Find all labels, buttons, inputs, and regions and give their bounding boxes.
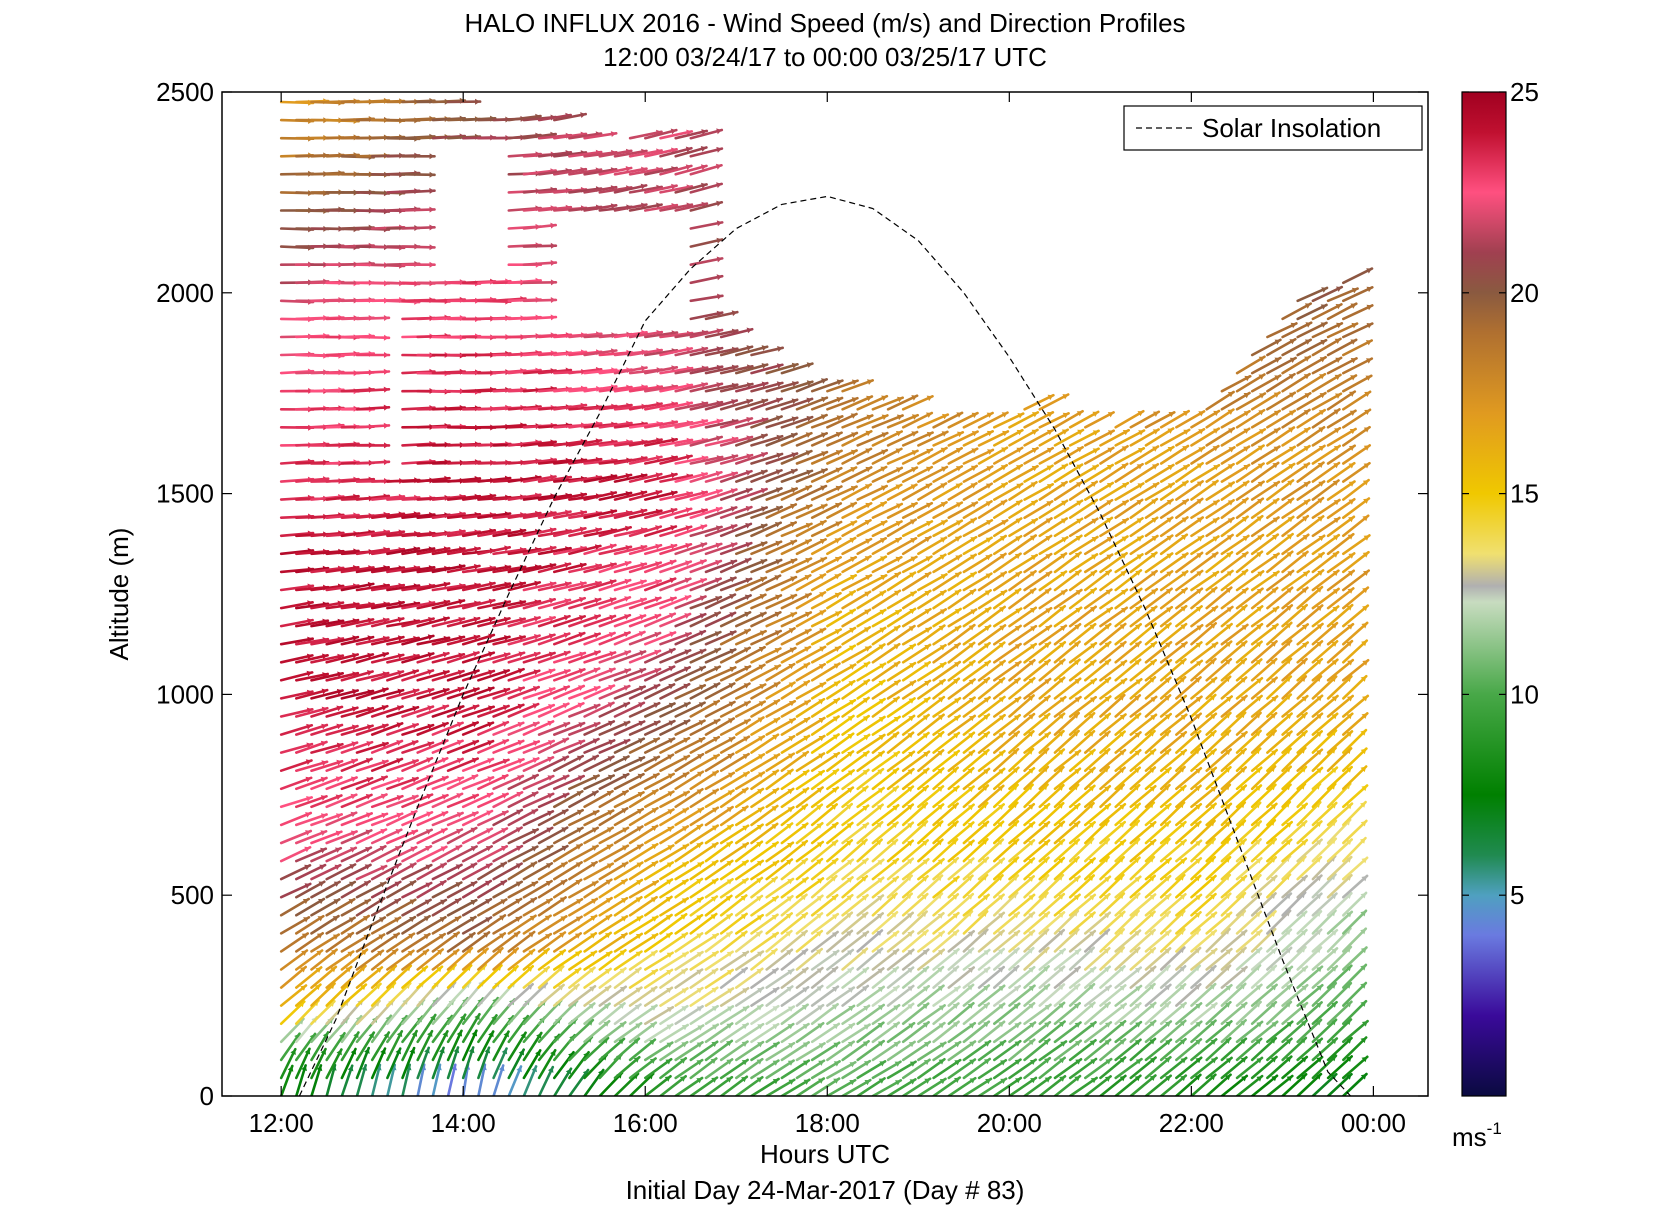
wind-arrow-head	[429, 225, 434, 231]
wind-arrow-head	[430, 262, 435, 268]
wind-arrow-head	[429, 188, 434, 194]
chart-subtitle: 12:00 03/24/17 to 00:00 03/25/17 UTC	[603, 42, 1047, 72]
wind-arrow-head	[550, 223, 555, 229]
wind-arrow-head	[475, 99, 480, 105]
wind-arrow-head	[384, 459, 389, 465]
wind-arrow-head	[551, 314, 556, 320]
wind-arrow-head	[384, 405, 389, 411]
wind-arrow-head	[551, 297, 556, 303]
wind-arrow-head	[551, 243, 556, 249]
wind-arrow-head	[551, 260, 556, 266]
wind-arrow-head	[430, 153, 435, 159]
wind-arrow-head	[384, 335, 389, 341]
wind-arrow-head	[429, 207, 434, 213]
wind-arrow-head	[430, 172, 435, 178]
wind-arrow-head	[384, 369, 389, 375]
wind-arrow-head	[551, 279, 556, 285]
chart-title: HALO INFLUX 2016 - Wind Speed (m/s) and …	[464, 8, 1185, 38]
wind-arrow-head	[384, 387, 389, 393]
wind-arrow-head	[384, 352, 389, 358]
wind-arrow-head	[430, 244, 435, 250]
wind-arrow-head	[384, 442, 389, 448]
wind-arrow-head	[384, 315, 389, 321]
wind-arrow-head	[384, 423, 389, 429]
wind-arrow-field	[281, 98, 1372, 1096]
